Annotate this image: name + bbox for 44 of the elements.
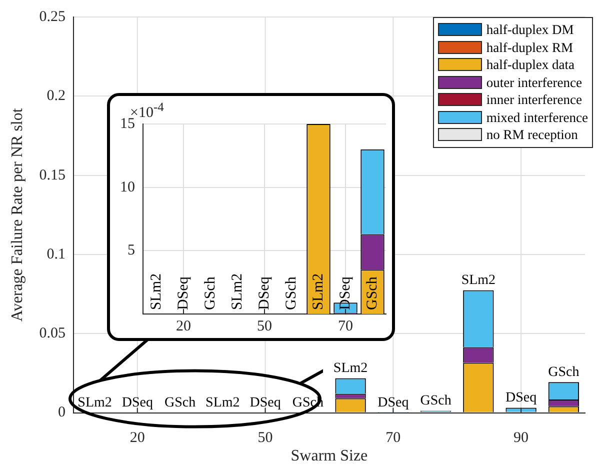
y-tick-label: 0.05 [39,326,66,342]
legend-label: half-duplex DM [486,21,574,38]
x-tick-label: SLm2 [229,273,246,310]
x-tick-label: DSeq [256,276,272,310]
x-tick-label: DSeq [175,276,192,310]
y-tick-label: 0.15 [39,167,66,184]
legend-label: half-duplex data [486,56,575,74]
x-tick-label: DSeq [337,276,354,310]
text: 20 [130,430,145,446]
x-tick-label: DSeq [250,395,281,410]
x-tick-label: GSch [202,276,218,310]
text: 70 [386,430,401,446]
y-tick-label: 10 [120,179,135,196]
x-tick-label: GSch [548,364,580,380]
y-tick-label: 0 [58,404,66,421]
legend-label: no RM reception [486,126,578,144]
y-tick-label: 0.1 [46,246,66,262]
legend-label: mixed interference [486,108,588,126]
annotation: 20 [176,318,191,334]
text: 90 [514,430,529,446]
x-tick-label: SLm2 [333,360,368,376]
y-tick-label: 0.2 [46,88,66,104]
y-axis-title: Average Failure Rate per NR slot [8,108,26,322]
x-tick-label: GSch [164,395,196,410]
y-tick-label: 0.25 [39,8,66,25]
x-tick-label: DSeq [378,395,409,410]
legend-label: outer interference [486,74,582,91]
x-tick-label: SLm2 [78,395,112,410]
legend-label: half-duplex RM [486,38,574,56]
text: 50 [258,430,273,446]
x-tick-label: GSch [420,393,452,408]
x-tick-label: DSeq [505,390,537,406]
x-tick-label: DSeq [122,395,153,410]
x-tick-label: SLm2 [148,273,164,310]
x-axis-title: Swarm Size [290,448,368,465]
annotation: 50 [257,318,272,334]
annotation: 70 [338,318,353,334]
y-tick-label: 5 [128,242,135,259]
x-tick-label: GSch [283,276,300,310]
x-tick-label: SLm2 [206,395,240,410]
legend-label: inner interference [486,91,582,108]
x-tick-label: GSch [364,276,380,310]
x-tick-label: SLm2 [310,273,326,310]
x-tick-label: SLm2 [461,272,496,288]
